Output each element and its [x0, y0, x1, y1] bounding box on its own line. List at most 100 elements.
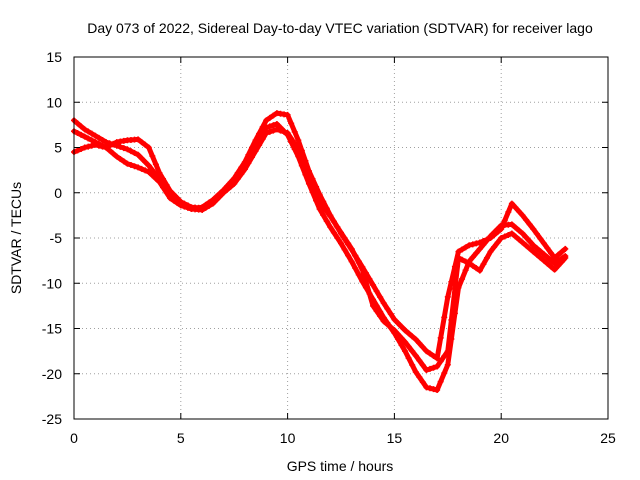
data-point-marker [323, 218, 330, 225]
data-point-marker [345, 240, 352, 247]
data-point-marker [405, 330, 412, 337]
y-tick-label: -5 [50, 230, 63, 246]
x-tick-label: 10 [280, 430, 296, 446]
data-point-marker [117, 143, 124, 150]
data-point-marker [138, 139, 145, 146]
data-point-marker [266, 128, 273, 135]
data-point-marker [530, 242, 537, 249]
data-point-marker [99, 136, 106, 143]
data-point-marker [152, 161, 159, 168]
data-point-marker [160, 175, 166, 182]
data-point-marker [516, 227, 522, 234]
data-point-marker [92, 132, 99, 139]
data-point-marker [387, 324, 394, 331]
data-point-marker [220, 189, 227, 196]
data-point-marker [558, 258, 565, 265]
data-point-marker [291, 128, 298, 135]
data-point-marker [448, 317, 455, 324]
data-point-marker [483, 254, 490, 261]
data-point-marker [480, 241, 487, 248]
data-point-marker [562, 254, 569, 261]
data-point-marker [526, 221, 533, 228]
data-point-marker [526, 238, 533, 245]
data-point-marker [427, 385, 433, 392]
data-point-marker [512, 204, 519, 211]
x-tick-label: 5 [177, 430, 185, 446]
data-point-marker [434, 355, 441, 362]
data-point-marker [466, 242, 473, 249]
data-point-marker [537, 235, 544, 242]
data-point-marker [320, 212, 327, 219]
data-point-marker [330, 218, 337, 225]
data-point-marker [455, 248, 462, 255]
data-point-marker [391, 327, 398, 334]
data-point-marker [419, 379, 426, 386]
data-point-marker [330, 229, 337, 236]
data-point-marker [298, 155, 305, 162]
data-point-marker [476, 267, 483, 274]
data-point-marker [377, 294, 384, 301]
data-point-marker [263, 117, 270, 124]
data-point-marker [419, 344, 426, 351]
data-point-marker [405, 355, 412, 362]
data-point-marker [508, 221, 515, 228]
data-point-marker [498, 235, 505, 241]
data-point-marker [117, 155, 124, 162]
data-point-marker [252, 148, 259, 155]
data-point-marker [309, 181, 316, 188]
series-track-c [71, 126, 569, 374]
data-point-marker [270, 127, 277, 134]
data-point-marker [103, 144, 110, 151]
data-point-marker [459, 256, 466, 263]
data-point-marker [138, 165, 145, 172]
data-point-marker [295, 146, 302, 153]
data-point-marker [74, 130, 81, 137]
data-point-marker [370, 282, 377, 289]
data-point-marker [348, 245, 355, 252]
data-point-marker [423, 348, 430, 355]
data-point-marker [345, 252, 352, 259]
data-point-marker [124, 146, 131, 153]
data-point-marker [78, 146, 85, 153]
data-point-marker [174, 200, 181, 207]
y-tick-label: 5 [54, 140, 62, 156]
data-point-marker [142, 167, 149, 174]
data-point-marker [99, 143, 106, 150]
data-point-marker [81, 133, 88, 140]
data-point-marker [160, 184, 166, 191]
data-point-marker [412, 336, 419, 343]
data-point-marker [430, 364, 437, 371]
data-point-marker [394, 331, 401, 338]
data-point-marker [384, 321, 391, 328]
data-point-marker [540, 257, 547, 264]
data-point-marker [270, 112, 277, 119]
data-point-marker [476, 239, 483, 246]
data-point-marker [377, 313, 384, 320]
data-point-marker [277, 127, 284, 134]
chart-title: Day 073 of 2022, Sidereal Day-to-day VTE… [87, 20, 593, 36]
data-point-marker [341, 235, 348, 241]
data-point-marker [508, 200, 515, 207]
data-point-marker [530, 248, 537, 255]
data-point-marker [423, 367, 430, 374]
y-tick-label: -15 [42, 321, 62, 337]
data-point-marker [551, 260, 558, 267]
data-point-marker [106, 147, 113, 154]
data-point-marker [373, 308, 380, 315]
x-tick-label: 20 [493, 430, 509, 446]
data-point-marker [405, 343, 412, 350]
data-point-marker [483, 237, 490, 244]
data-point-marker [434, 387, 441, 394]
data-point-marker [455, 254, 462, 261]
data-point-marker [206, 202, 213, 209]
data-point-marker [135, 164, 142, 171]
data-point-marker [409, 362, 416, 369]
data-point-marker [352, 265, 359, 272]
y-tick-label: -25 [42, 411, 62, 427]
data-point-marker [334, 224, 341, 231]
data-point-marker [249, 154, 255, 161]
data-point-marker [491, 229, 498, 236]
data-point-marker [544, 254, 551, 261]
data-point-marker [266, 123, 273, 130]
data-point-marker [284, 130, 291, 137]
